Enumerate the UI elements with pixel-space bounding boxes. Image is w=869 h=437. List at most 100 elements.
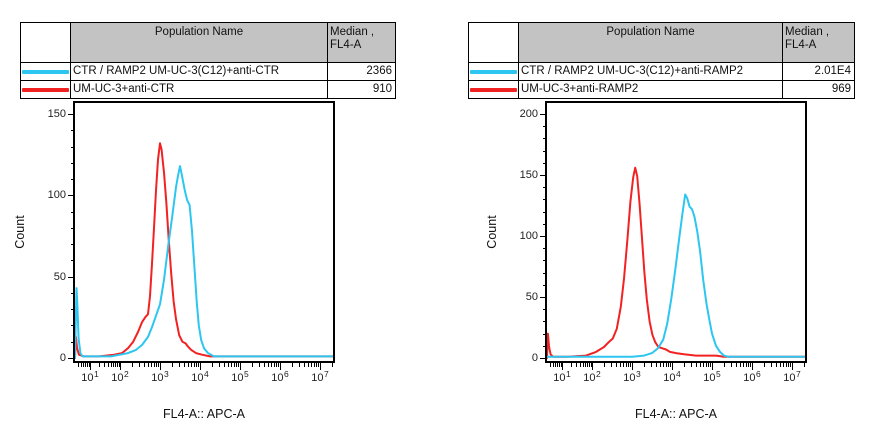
histogram-plot: 101 102 103 104 105 106 107 0 50 100 150 <box>48 101 335 384</box>
axis-tick <box>543 187 547 189</box>
series-curve <box>75 165 333 359</box>
axis-tick <box>238 363 240 367</box>
median-header-line2: FL4-A <box>330 39 362 51</box>
population-stats-table: Population Name Median , FL4-A CTR / RAM… <box>20 22 396 99</box>
axis-tick <box>233 363 235 367</box>
x-tick-label: 103 <box>623 368 641 385</box>
axis-tick <box>71 325 75 327</box>
axis-tick <box>625 363 627 367</box>
axis-tick <box>71 162 75 164</box>
axis-tick <box>560 363 562 367</box>
x-tick-label: 101 <box>81 368 99 385</box>
x-tick-label: 102 <box>583 368 601 385</box>
plot-frame <box>73 101 335 363</box>
axis-tick <box>85 363 87 367</box>
axis-tick <box>580 363 582 367</box>
series-curve <box>547 166 805 359</box>
axis-tick <box>320 363 321 370</box>
x-tick-label: 104 <box>191 368 209 385</box>
axis-tick <box>543 162 547 164</box>
histogram-curves <box>75 142 333 359</box>
axis-tick <box>219 363 221 367</box>
axis-tick <box>153 363 155 367</box>
population-row: CTR / RAMP2 UM-UC-3(C12)+anti-CTR 2366 <box>20 62 396 81</box>
axis-tick <box>543 138 547 140</box>
axis-tick <box>543 260 547 262</box>
axis-tick <box>644 363 646 367</box>
axis-tick <box>80 363 82 367</box>
axis-tick <box>71 309 75 311</box>
axis-tick <box>151 363 153 367</box>
axis-tick <box>788 363 790 367</box>
axis-tick <box>691 363 693 367</box>
axis-tick <box>699 363 701 367</box>
median-header: Median , FL4-A <box>782 22 855 63</box>
axis-tick <box>71 227 75 229</box>
axis-tick <box>299 363 301 367</box>
axis-tick <box>543 126 547 128</box>
axis-tick <box>104 363 106 367</box>
axis-tick <box>231 363 233 367</box>
swatch-header-cell <box>468 22 519 63</box>
axis-tick <box>632 363 633 370</box>
axis-tick <box>212 363 214 367</box>
axis-tick <box>656 363 658 367</box>
y-tick-label: 200 <box>519 108 538 120</box>
axis-tick <box>736 363 738 367</box>
x-tick-label: 107 <box>783 368 801 385</box>
axis-tick <box>670 363 672 367</box>
axis-tick <box>764 363 766 367</box>
x-axis-title: FL4-A:: APC-A <box>635 407 717 421</box>
y-tick-label: 150 <box>47 108 66 120</box>
population-name: UM-UC-3+anti-RAMP2 <box>518 80 783 99</box>
axis-tick <box>663 363 665 367</box>
axis-tick <box>659 363 661 367</box>
median-value: 969 <box>782 80 855 99</box>
median-header: Median , FL4-A <box>327 22 396 63</box>
y-tick-label: 0 <box>59 352 66 364</box>
axis-tick <box>540 358 547 359</box>
axis-tick <box>83 363 85 367</box>
x-tick-label: 105 <box>231 368 249 385</box>
x-tick-label: 107 <box>311 368 329 385</box>
axis-tick <box>616 363 618 367</box>
axis-tick <box>117 363 119 367</box>
axis-tick <box>90 363 91 370</box>
axis-tick <box>571 363 573 367</box>
axis-tick <box>724 363 726 367</box>
axis-tick <box>71 211 75 213</box>
series-color-swatch-cyan <box>470 69 517 74</box>
axis-tick <box>191 363 193 367</box>
axis-tick <box>118 363 120 367</box>
plot-frame <box>545 101 807 363</box>
axis-tick <box>628 363 630 367</box>
axis-tick <box>582 363 584 367</box>
axis-tick <box>604 363 606 367</box>
axis-tick <box>543 309 547 311</box>
axis-tick <box>278 363 280 367</box>
y-tick-label: 150 <box>519 169 538 181</box>
series-swatch-cell <box>20 80 71 99</box>
axis-tick <box>318 363 320 367</box>
axis-tick <box>665 363 667 367</box>
axis-tick <box>779 363 781 367</box>
axis-tick <box>708 363 710 367</box>
axis-tick <box>316 363 318 367</box>
axis-tick <box>313 363 315 367</box>
histogram-plot: 101 102 103 104 105 106 107 0 50 100 150 200 <box>520 101 807 384</box>
axis-tick <box>557 363 559 367</box>
axis-tick <box>592 363 593 370</box>
axis-tick <box>252 363 254 367</box>
axis-tick <box>668 363 670 367</box>
axis-tick <box>311 363 313 367</box>
axis-tick <box>292 363 294 367</box>
axis-tick <box>771 363 773 367</box>
axis-tick <box>172 363 174 367</box>
axis-tick <box>743 363 745 367</box>
axis-tick <box>748 363 750 367</box>
axis-tick <box>267 363 269 367</box>
axis-tick <box>705 363 707 367</box>
axis-tick <box>68 195 75 197</box>
axis-tick <box>110 363 112 367</box>
